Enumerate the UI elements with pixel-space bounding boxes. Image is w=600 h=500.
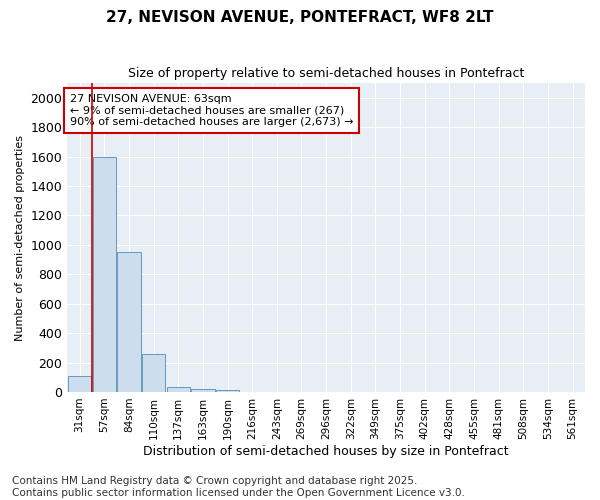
Text: 27 NEVISON AVENUE: 63sqm
← 9% of semi-detached houses are smaller (267)
90% of s: 27 NEVISON AVENUE: 63sqm ← 9% of semi-de…	[70, 94, 353, 127]
Bar	[167, 387, 190, 392]
X-axis label: Distribution of semi-detached houses by size in Pontefract: Distribution of semi-detached houses by …	[143, 444, 509, 458]
Bar	[68, 376, 91, 392]
Bar	[117, 252, 140, 392]
Bar	[142, 354, 165, 392]
Text: 27, NEVISON AVENUE, PONTEFRACT, WF8 2LT: 27, NEVISON AVENUE, PONTEFRACT, WF8 2LT	[106, 10, 494, 25]
Bar	[92, 156, 116, 392]
Title: Size of property relative to semi-detached houses in Pontefract: Size of property relative to semi-detach…	[128, 68, 524, 80]
Text: Contains HM Land Registry data © Crown copyright and database right 2025.
Contai: Contains HM Land Registry data © Crown c…	[12, 476, 465, 498]
Y-axis label: Number of semi-detached properties: Number of semi-detached properties	[15, 134, 25, 340]
Bar	[191, 389, 215, 392]
Bar	[216, 390, 239, 392]
